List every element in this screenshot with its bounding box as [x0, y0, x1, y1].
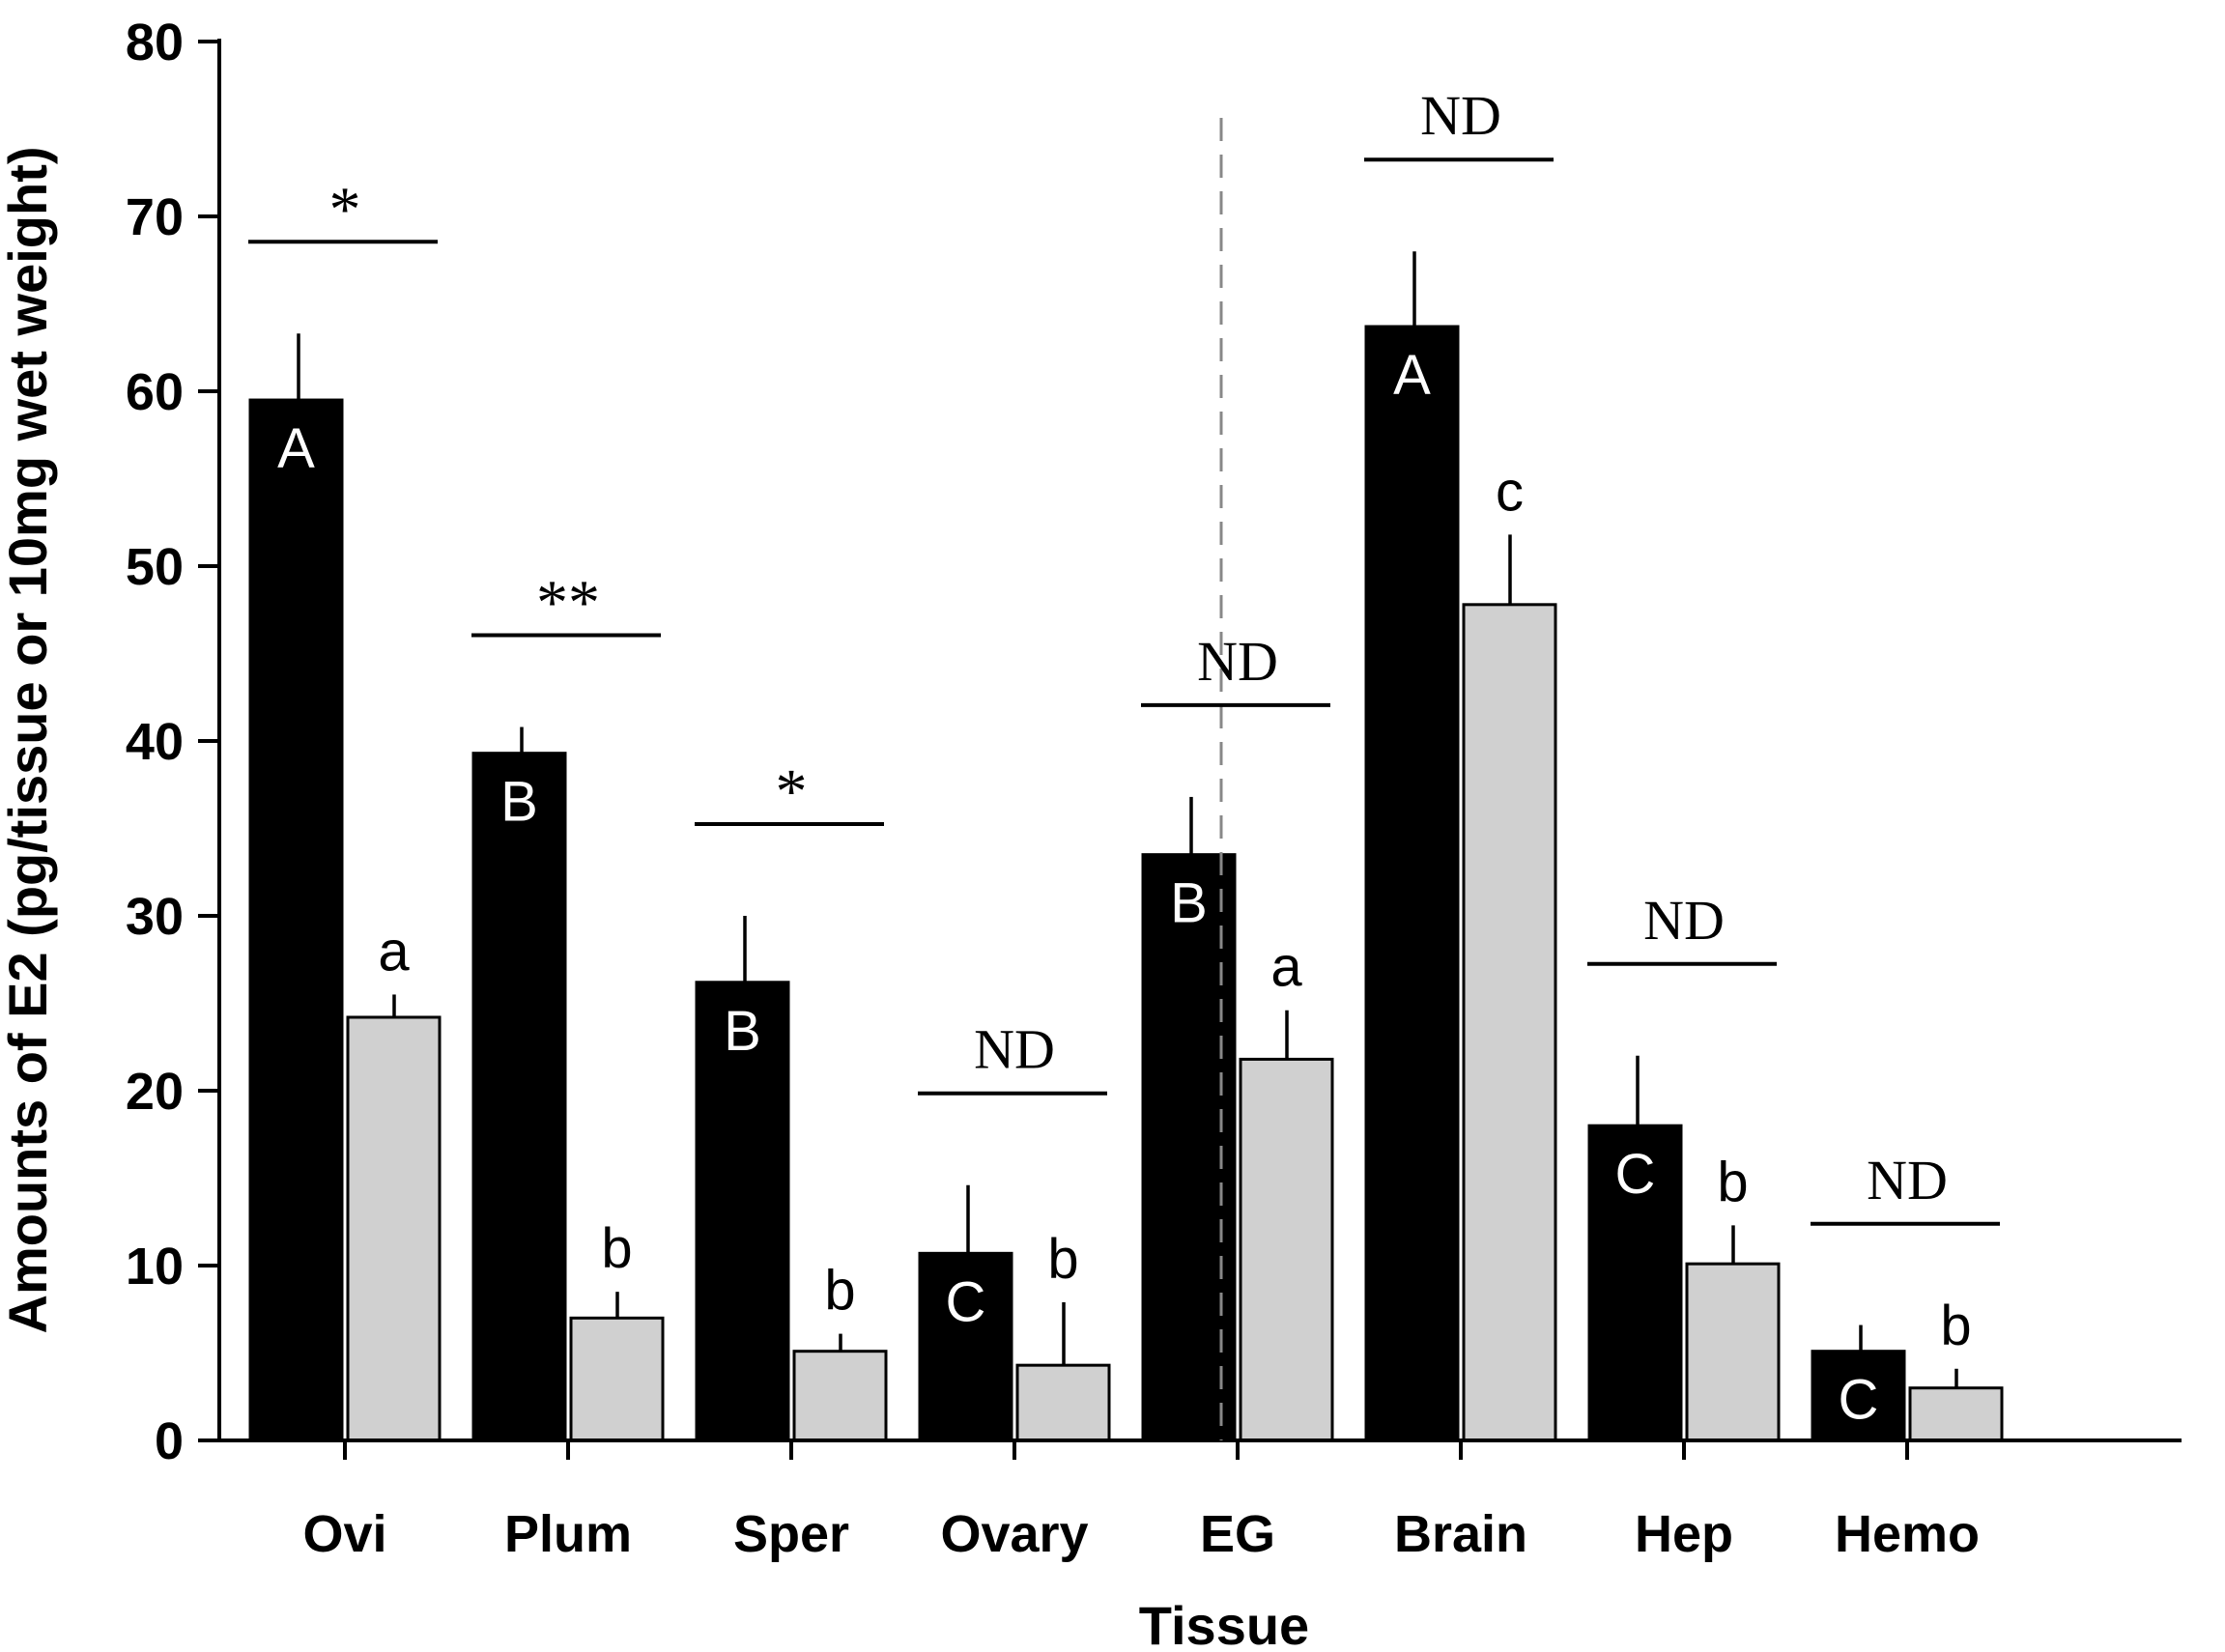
bar-black-brain — [1364, 325, 1460, 1442]
bar-black-plum — [471, 752, 567, 1442]
bar-black-ovary — [918, 1251, 1013, 1442]
x-tick-label-eg: EG — [1200, 1505, 1275, 1563]
x-tick-label-ovi: Ovi — [302, 1505, 386, 1563]
letter-label-gray-hep: b — [1717, 1151, 1748, 1213]
x-tick-label-sper: Sper — [733, 1505, 849, 1563]
y-tick-label-60: 60 — [126, 363, 184, 421]
bar-black-eg — [1141, 853, 1237, 1442]
letter-label-black-sper: B — [724, 1000, 761, 1063]
significance-label-ovi: * — [329, 174, 361, 244]
significance-label-plum: ** — [536, 568, 600, 639]
y-tick-label-30: 30 — [126, 888, 184, 946]
significance-label-eg: ND — [1197, 630, 1278, 693]
letter-label-gray-ovi: a — [378, 920, 410, 983]
y-tick-label-0: 0 — [155, 1412, 184, 1470]
y-tick-label-10: 10 — [126, 1238, 184, 1296]
y-tick-label-70: 70 — [126, 188, 184, 246]
y-tick-label-20: 20 — [126, 1063, 184, 1121]
letter-label-gray-ovary: b — [1047, 1228, 1078, 1291]
letter-label-gray-eg: a — [1270, 936, 1302, 999]
letter-label-black-eg: B — [1170, 872, 1208, 935]
x-tick-label-hemo: Hemo — [1835, 1505, 1980, 1563]
bar-black-ovi — [248, 398, 344, 1442]
bar-gray-ovi — [346, 1015, 442, 1442]
letter-label-gray-plum: b — [601, 1217, 632, 1280]
y-tick-label-80: 80 — [126, 14, 184, 71]
letter-label-black-ovi: A — [277, 417, 315, 480]
bar-black-sper — [695, 981, 790, 1442]
bars-layer — [248, 325, 2004, 1442]
bar-gray-ovary — [1015, 1363, 1111, 1442]
bar-gray-hemo — [1908, 1386, 2004, 1442]
letter-label-black-hep: C — [1615, 1143, 1656, 1206]
letter-label-gray-sper: b — [824, 1260, 855, 1323]
letter-label-gray-brain: c — [1496, 460, 1524, 523]
letter-label-black-brain: A — [1393, 344, 1431, 407]
x-tick-label-plum: Plum — [504, 1505, 632, 1563]
bar-gray-eg — [1239, 1057, 1334, 1442]
letter-label-black-plum: B — [500, 771, 538, 834]
bar-gray-brain — [1462, 603, 1557, 1442]
bar-gray-sper — [792, 1350, 888, 1442]
y-tick-label-40: 40 — [126, 713, 184, 771]
letter-label-gray-hemo: b — [1940, 1295, 1971, 1357]
x-axis-title: Tissue — [1139, 1595, 1309, 1652]
significance-label-hep: ND — [1643, 889, 1725, 952]
significance-label-sper: * — [776, 756, 808, 827]
error-bars-layer — [297, 251, 1958, 1388]
bar-gray-hep — [1685, 1262, 1781, 1442]
ticks-layer: 0 10 20 30 40 50 60 70 80 Ovi Plum Sper Ovary EG Brain… — [126, 14, 1980, 1563]
annotations-layer: Aa * Bb ** Bb * Cb ND Ba ND Ac ND C b ND Cb ND — [248, 84, 2000, 1432]
letter-label-black-ovary: C — [946, 1270, 986, 1333]
bar-black-hep — [1587, 1124, 1683, 1442]
significance-label-ovary: ND — [974, 1018, 1055, 1081]
letter-label-black-hemo: C — [1839, 1369, 1879, 1432]
significance-label-hemo: ND — [1867, 1149, 1948, 1211]
y-axis-title: Amounts of E2 (pg/tissue or 10mg wet wei… — [0, 147, 58, 1334]
y-tick-label-50: 50 — [126, 538, 184, 596]
x-tick-label-brain: Brain — [1394, 1505, 1527, 1563]
x-tick-label-hep: Hep — [1635, 1505, 1733, 1563]
significance-label-brain: ND — [1420, 84, 1501, 147]
bar-gray-plum — [569, 1316, 665, 1442]
x-tick-label-ovary: Ovary — [940, 1505, 1088, 1563]
